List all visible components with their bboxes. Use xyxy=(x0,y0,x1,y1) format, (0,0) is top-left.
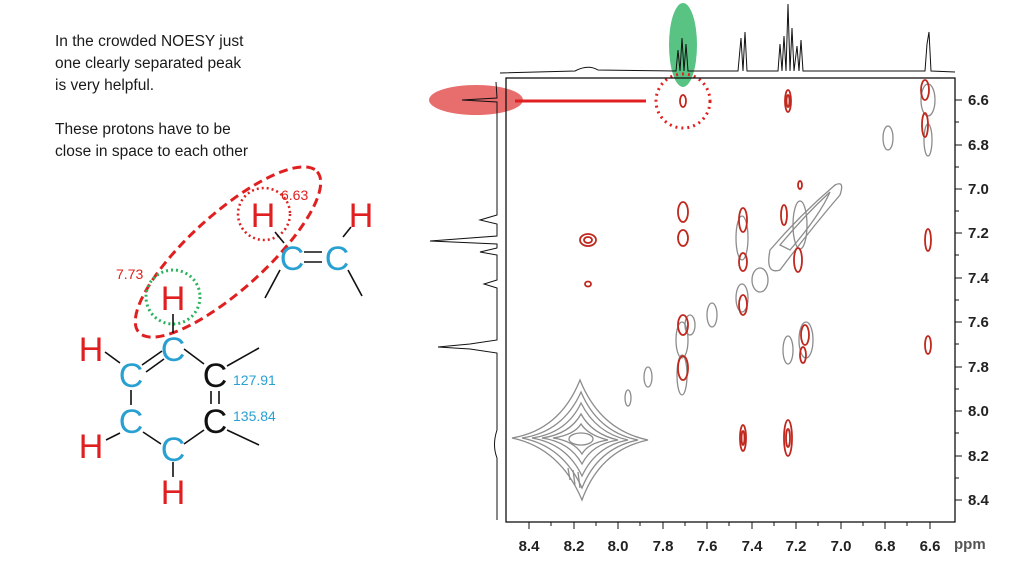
top-1d-projection xyxy=(499,3,956,87)
y-tick-label: 8.0 xyxy=(968,403,989,420)
x-axis-unit-label: ppm xyxy=(954,536,986,553)
atom-h-ring-bottom: H xyxy=(161,474,186,512)
y-axis: 6.6 6.8 7.0 7.2 7.4 7.6 7.8 8.0 8.2 8.4 xyxy=(955,92,990,509)
molecule-structure: H H C C H C H C C C C H C H 6.63 7.73 12… xyxy=(79,165,374,512)
note-line-3: is very helpful. xyxy=(55,77,155,94)
x-tick-label: 6.6 xyxy=(920,538,941,555)
y-tick-label: 6.8 xyxy=(968,137,989,154)
x-tick-label: 6.8 xyxy=(875,538,896,555)
explanation-text-1: In the crowded NOESY just one clearly se… xyxy=(55,31,295,97)
x-tick-label: 7.4 xyxy=(742,538,764,555)
explanation-text-2: These protons have to be close in space … xyxy=(55,119,295,163)
atom-h-ring-top: H xyxy=(161,280,186,318)
atom-c-ring-right-bottom: C xyxy=(203,403,228,441)
x-tick-label: 7.6 xyxy=(697,538,718,555)
atom-c-vinyl-1: C xyxy=(280,240,305,278)
carbon-shift-label-upper: 127.91 xyxy=(233,372,276,388)
y-tick-label: 7.0 xyxy=(968,181,989,198)
atom-c-ring-left-top: C xyxy=(119,357,144,395)
aromatic-h-shift-label: 7.73 xyxy=(116,266,143,282)
y-tick-label: 7.6 xyxy=(968,314,989,331)
atom-c-vinyl-2: C xyxy=(325,240,350,278)
diagonal-peaks xyxy=(511,83,936,502)
atom-h-ring-left-top: H xyxy=(79,331,104,369)
noesy-2d-plot: 6.6 6.8 7.0 7.2 7.4 7.6 7.8 8.0 8.2 8.4 xyxy=(505,77,990,555)
left-1d-projection xyxy=(429,81,523,520)
x-tick-label: 7.2 xyxy=(786,538,807,555)
y-tick-label: 7.4 xyxy=(968,270,990,287)
atom-c-ring-right-top: C xyxy=(203,357,228,395)
x-tick-label: 7.0 xyxy=(831,538,852,555)
note-line-4: These protons have to be xyxy=(55,121,231,138)
x-tick-label: 8.2 xyxy=(564,538,585,555)
vinyl-h-highlight-circle xyxy=(236,186,292,242)
note-line-2: one clearly separated peak xyxy=(55,55,242,72)
y-tick-label: 7.8 xyxy=(968,359,989,376)
note-line-5: close in space to each other xyxy=(55,143,249,160)
y-tick-label: 8.4 xyxy=(968,492,990,509)
bond-lines xyxy=(104,226,363,477)
highlighted-cross-peak-circle xyxy=(654,72,712,130)
noe-cross-peaks xyxy=(579,79,932,457)
atom-h-vinyl-end: H xyxy=(349,197,374,235)
highlighted-peak-red-ellipse xyxy=(429,85,523,115)
x-tick-label: 8.4 xyxy=(519,538,541,555)
carbon-shift-label-lower: 135.84 xyxy=(233,408,276,424)
aromatic-h-highlight-circle xyxy=(144,268,202,326)
y-tick-label: 6.6 xyxy=(968,92,989,109)
noe-pair-highlight-ellipse xyxy=(133,165,323,339)
x-tick-label: 8.0 xyxy=(608,538,629,555)
atom-h-vinyl: H xyxy=(251,197,276,235)
x-axis: 8.4 8.2 8.0 7.8 7.6 7.4 7.2 7.0 6.8 6.6 … xyxy=(519,522,986,555)
atom-c-ring-top: C xyxy=(161,331,186,369)
y-tick-label: 8.2 xyxy=(968,448,989,465)
plot-frame xyxy=(505,77,956,523)
y-tick-label: 7.2 xyxy=(968,225,989,242)
note-line-1: In the crowded NOESY just xyxy=(55,33,244,50)
cross-peak-highlighted xyxy=(679,94,687,108)
vinyl-h-shift-label: 6.63 xyxy=(281,187,308,203)
x-tick-label: 7.8 xyxy=(653,538,674,555)
atom-h-ring-left-bottom: H xyxy=(79,428,104,466)
atom-c-ring-bottom: C xyxy=(161,431,186,469)
atom-c-ring-left-bottom: C xyxy=(119,403,144,441)
